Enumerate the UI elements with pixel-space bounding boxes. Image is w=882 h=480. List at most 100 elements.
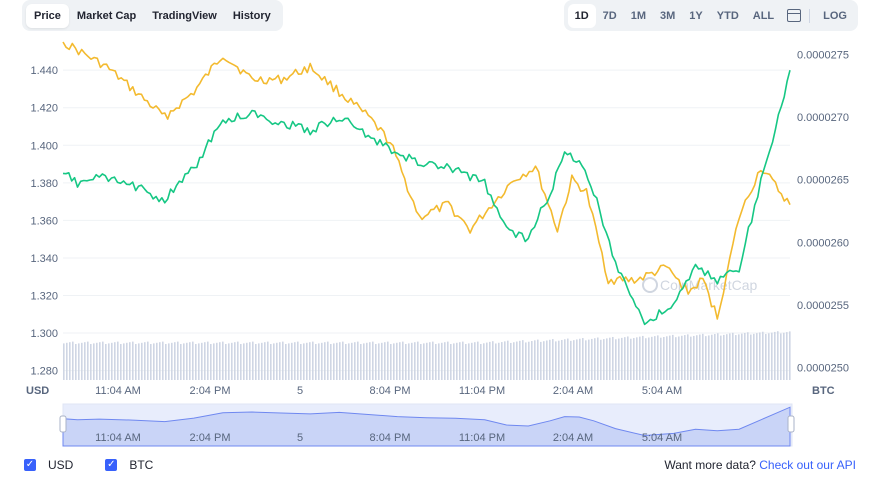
volume-bar: [552, 339, 554, 380]
left-tick-label: 1.380: [30, 178, 58, 190]
volume-bar: [591, 338, 593, 380]
volume-bar: [732, 332, 734, 380]
volume-bar: [606, 338, 608, 380]
volume-bar: [84, 342, 86, 380]
left-tick-label: 1.420: [30, 103, 58, 115]
log-toggle[interactable]: LOG: [823, 9, 847, 22]
volume-bar: [687, 334, 689, 380]
left-tick-label: 1.360: [30, 215, 58, 227]
volume-bar: [702, 333, 704, 380]
tab-market-cap[interactable]: Market Cap: [76, 9, 137, 22]
axis-ticks: 1.440 1.420 1.400 1.380 1.360 1.340 1.320 1.300…: [30, 50, 849, 397]
volume-bar: [513, 342, 515, 380]
volume-bar: [72, 341, 74, 380]
volume-bar: [756, 333, 758, 380]
volume-bar: [753, 333, 755, 380]
tab-history[interactable]: History: [232, 9, 271, 22]
volume-bar: [246, 342, 248, 380]
chart-type-tabs: Price Market Cap TradingView History: [22, 0, 283, 31]
tab-tradingview[interactable]: TradingView: [152, 9, 217, 22]
volume-bar: [492, 341, 494, 380]
range-3m[interactable]: 3M: [660, 9, 676, 22]
volume-bar: [558, 340, 560, 380]
volume-bar: [777, 331, 779, 380]
checkbox-checked-icon[interactable]: ✓: [24, 459, 36, 471]
volume-bar: [414, 342, 416, 380]
volume-bar: [684, 335, 686, 380]
volume-bar: [285, 344, 287, 380]
volume-bar: [339, 342, 341, 380]
volume-bar: [120, 344, 122, 380]
volume-bar: [573, 340, 575, 380]
volume-bar: [180, 344, 182, 380]
tab-price[interactable]: Price: [26, 3, 69, 28]
range-ytd[interactable]: YTD: [716, 9, 739, 22]
navigator-area: [62, 406, 791, 447]
volume-bar: [726, 334, 728, 380]
volume-bar: [63, 343, 65, 380]
range-1y[interactable]: 1Y: [689, 9, 703, 22]
legend-usd[interactable]: ✓ USD: [24, 458, 73, 472]
volume-bar: [282, 341, 284, 380]
volume-bar: [510, 342, 512, 380]
legend-btc[interactable]: ✓ BTC: [105, 458, 153, 472]
volume-bar: [366, 342, 368, 380]
right-tick-label: 0.0000260: [797, 237, 849, 249]
volume-bar: [474, 342, 476, 380]
volume-bar: [480, 344, 482, 380]
volume-bar: [348, 343, 350, 380]
volume-bar: [393, 343, 395, 380]
range-navigator[interactable]: 11:04 AM 2:04 PM 5 8:04 PM 11:04 PM 2:04 AM 5:…: [59, 403, 795, 447]
price-chart[interactable]: CoinMarketCap 1.4401.4201.4001.3801.3601…: [0, 0, 882, 450]
volume-bar: [627, 336, 629, 380]
volume-bar: [516, 341, 518, 380]
volume-bar: [717, 333, 719, 380]
volume-bar: [444, 342, 446, 380]
left-axis-label: USD: [26, 385, 49, 397]
volume-bar: [156, 342, 158, 380]
volume-bar: [714, 334, 716, 380]
range-7d[interactable]: 7D: [602, 9, 617, 22]
volume-bar: [525, 342, 527, 380]
volume-bar: [579, 338, 581, 380]
volume-bar: [561, 339, 563, 380]
volume-bar: [762, 331, 764, 380]
volume-bar: [213, 343, 215, 380]
volume-bar: [237, 341, 239, 380]
volume-bar: [294, 342, 296, 380]
volume-bar: [111, 342, 113, 380]
calendar-icon[interactable]: [787, 9, 802, 22]
volume-bar: [768, 333, 770, 380]
volume-bar: [501, 342, 503, 380]
navigator-handle[interactable]: [59, 415, 67, 433]
range-1m[interactable]: 1M: [630, 9, 647, 22]
volume-bar: [216, 342, 218, 380]
navigator-handle[interactable]: [787, 415, 795, 433]
volume-bar: [720, 335, 722, 380]
volume-bar: [633, 338, 635, 380]
volume-bar: [708, 335, 710, 380]
navigator-tick-label: 5: [297, 432, 303, 444]
range-all[interactable]: ALL: [752, 9, 775, 22]
volume-bar: [735, 335, 737, 380]
x-tick-label: 2:04 PM: [190, 385, 231, 397]
volume-bar: [648, 337, 650, 380]
volume-bar: [330, 344, 332, 380]
volume-bar: [378, 343, 380, 380]
volume-bar: [381, 342, 383, 380]
volume-bar: [264, 342, 266, 380]
range-1d[interactable]: 1D: [567, 3, 596, 28]
volume-bar: [186, 342, 188, 380]
api-promo: Want more data? Check out our API: [664, 458, 856, 472]
volume-bar: [309, 342, 311, 380]
checkbox-checked-icon[interactable]: ✓: [105, 459, 118, 471]
volume-bar: [351, 342, 353, 380]
volume-bar: [693, 335, 695, 380]
volume-bar: [231, 342, 233, 380]
api-link[interactable]: Check out our API: [759, 458, 856, 472]
x-tick-label: 5:04 AM: [642, 385, 682, 397]
volume-bar: [537, 339, 539, 380]
volume-bar: [387, 341, 389, 380]
volume-bar: [390, 344, 392, 380]
volume-bar: [750, 334, 752, 380]
